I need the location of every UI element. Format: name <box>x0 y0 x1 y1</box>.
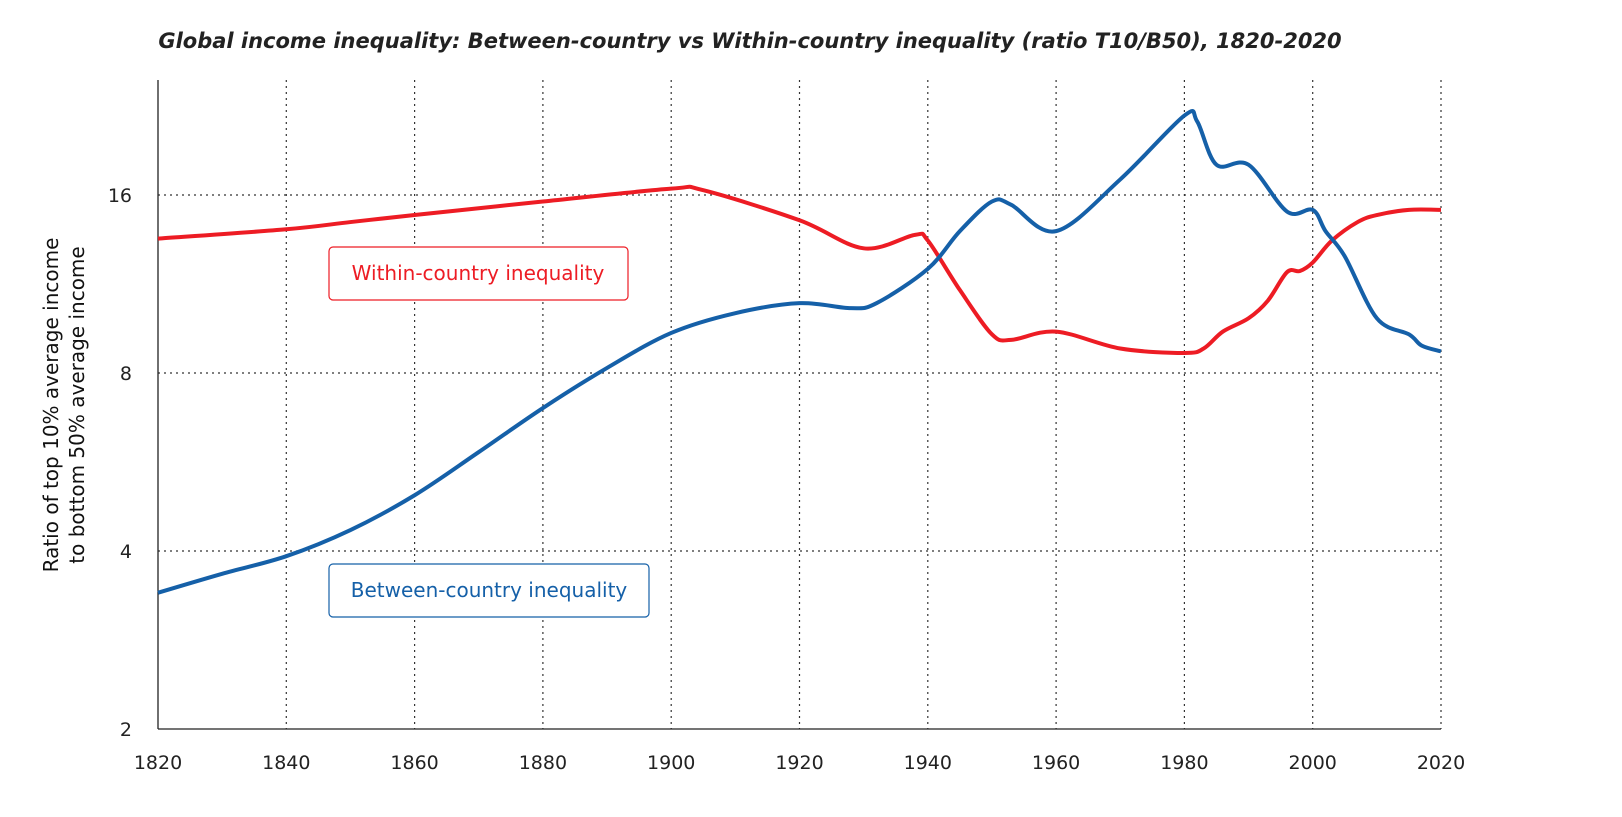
x-tick-label: 1980 <box>1160 752 1208 774</box>
x-tick-label: 1900 <box>647 752 695 774</box>
y-tick-label: 4 <box>120 541 132 563</box>
chart-title: Global income inequality: Between-countr… <box>158 29 1341 53</box>
axes <box>157 80 1441 730</box>
x-tick-label: 1940 <box>904 752 952 774</box>
legend-between: Between-country inequality <box>328 563 650 618</box>
y-tick-label: 16 <box>108 185 132 207</box>
x-tick-label: 1840 <box>262 752 310 774</box>
x-tick-label: 1920 <box>775 752 823 774</box>
within-country-line <box>157 184 1442 355</box>
x-tick-label: 2000 <box>1289 752 1337 774</box>
legend-between-box <box>328 563 650 618</box>
x-tick-label: 2020 <box>1417 752 1465 774</box>
series-lines <box>157 109 1442 595</box>
y-axis-label-line1: Ratio of top 10% average income <box>39 238 63 573</box>
y-tick-label: 8 <box>120 363 132 385</box>
x-tick-label: 1880 <box>519 752 567 774</box>
tick-labels: 1820 1840 1860 1880 1900 1920 1940 1960 1980 2000… <box>108 185 1465 774</box>
legend-between-label: Between-country inequality <box>351 578 628 602</box>
legend-within-label: Within-country inequality <box>352 261 605 285</box>
legend-within: Within-country inequality <box>328 246 629 301</box>
y-tick-label: 2 <box>120 719 132 741</box>
x-tick-label: 1860 <box>390 752 438 774</box>
x-tick-label: 1820 <box>134 752 182 774</box>
grid <box>158 80 1442 729</box>
y-axis-label: Ratio of top 10% average income to botto… <box>39 238 89 573</box>
legend-within-box <box>328 246 629 301</box>
x-tick-label: 1960 <box>1032 752 1080 774</box>
y-axis-label-line2: to bottom 50% average income <box>65 246 89 563</box>
between-country-line <box>157 109 1442 595</box>
